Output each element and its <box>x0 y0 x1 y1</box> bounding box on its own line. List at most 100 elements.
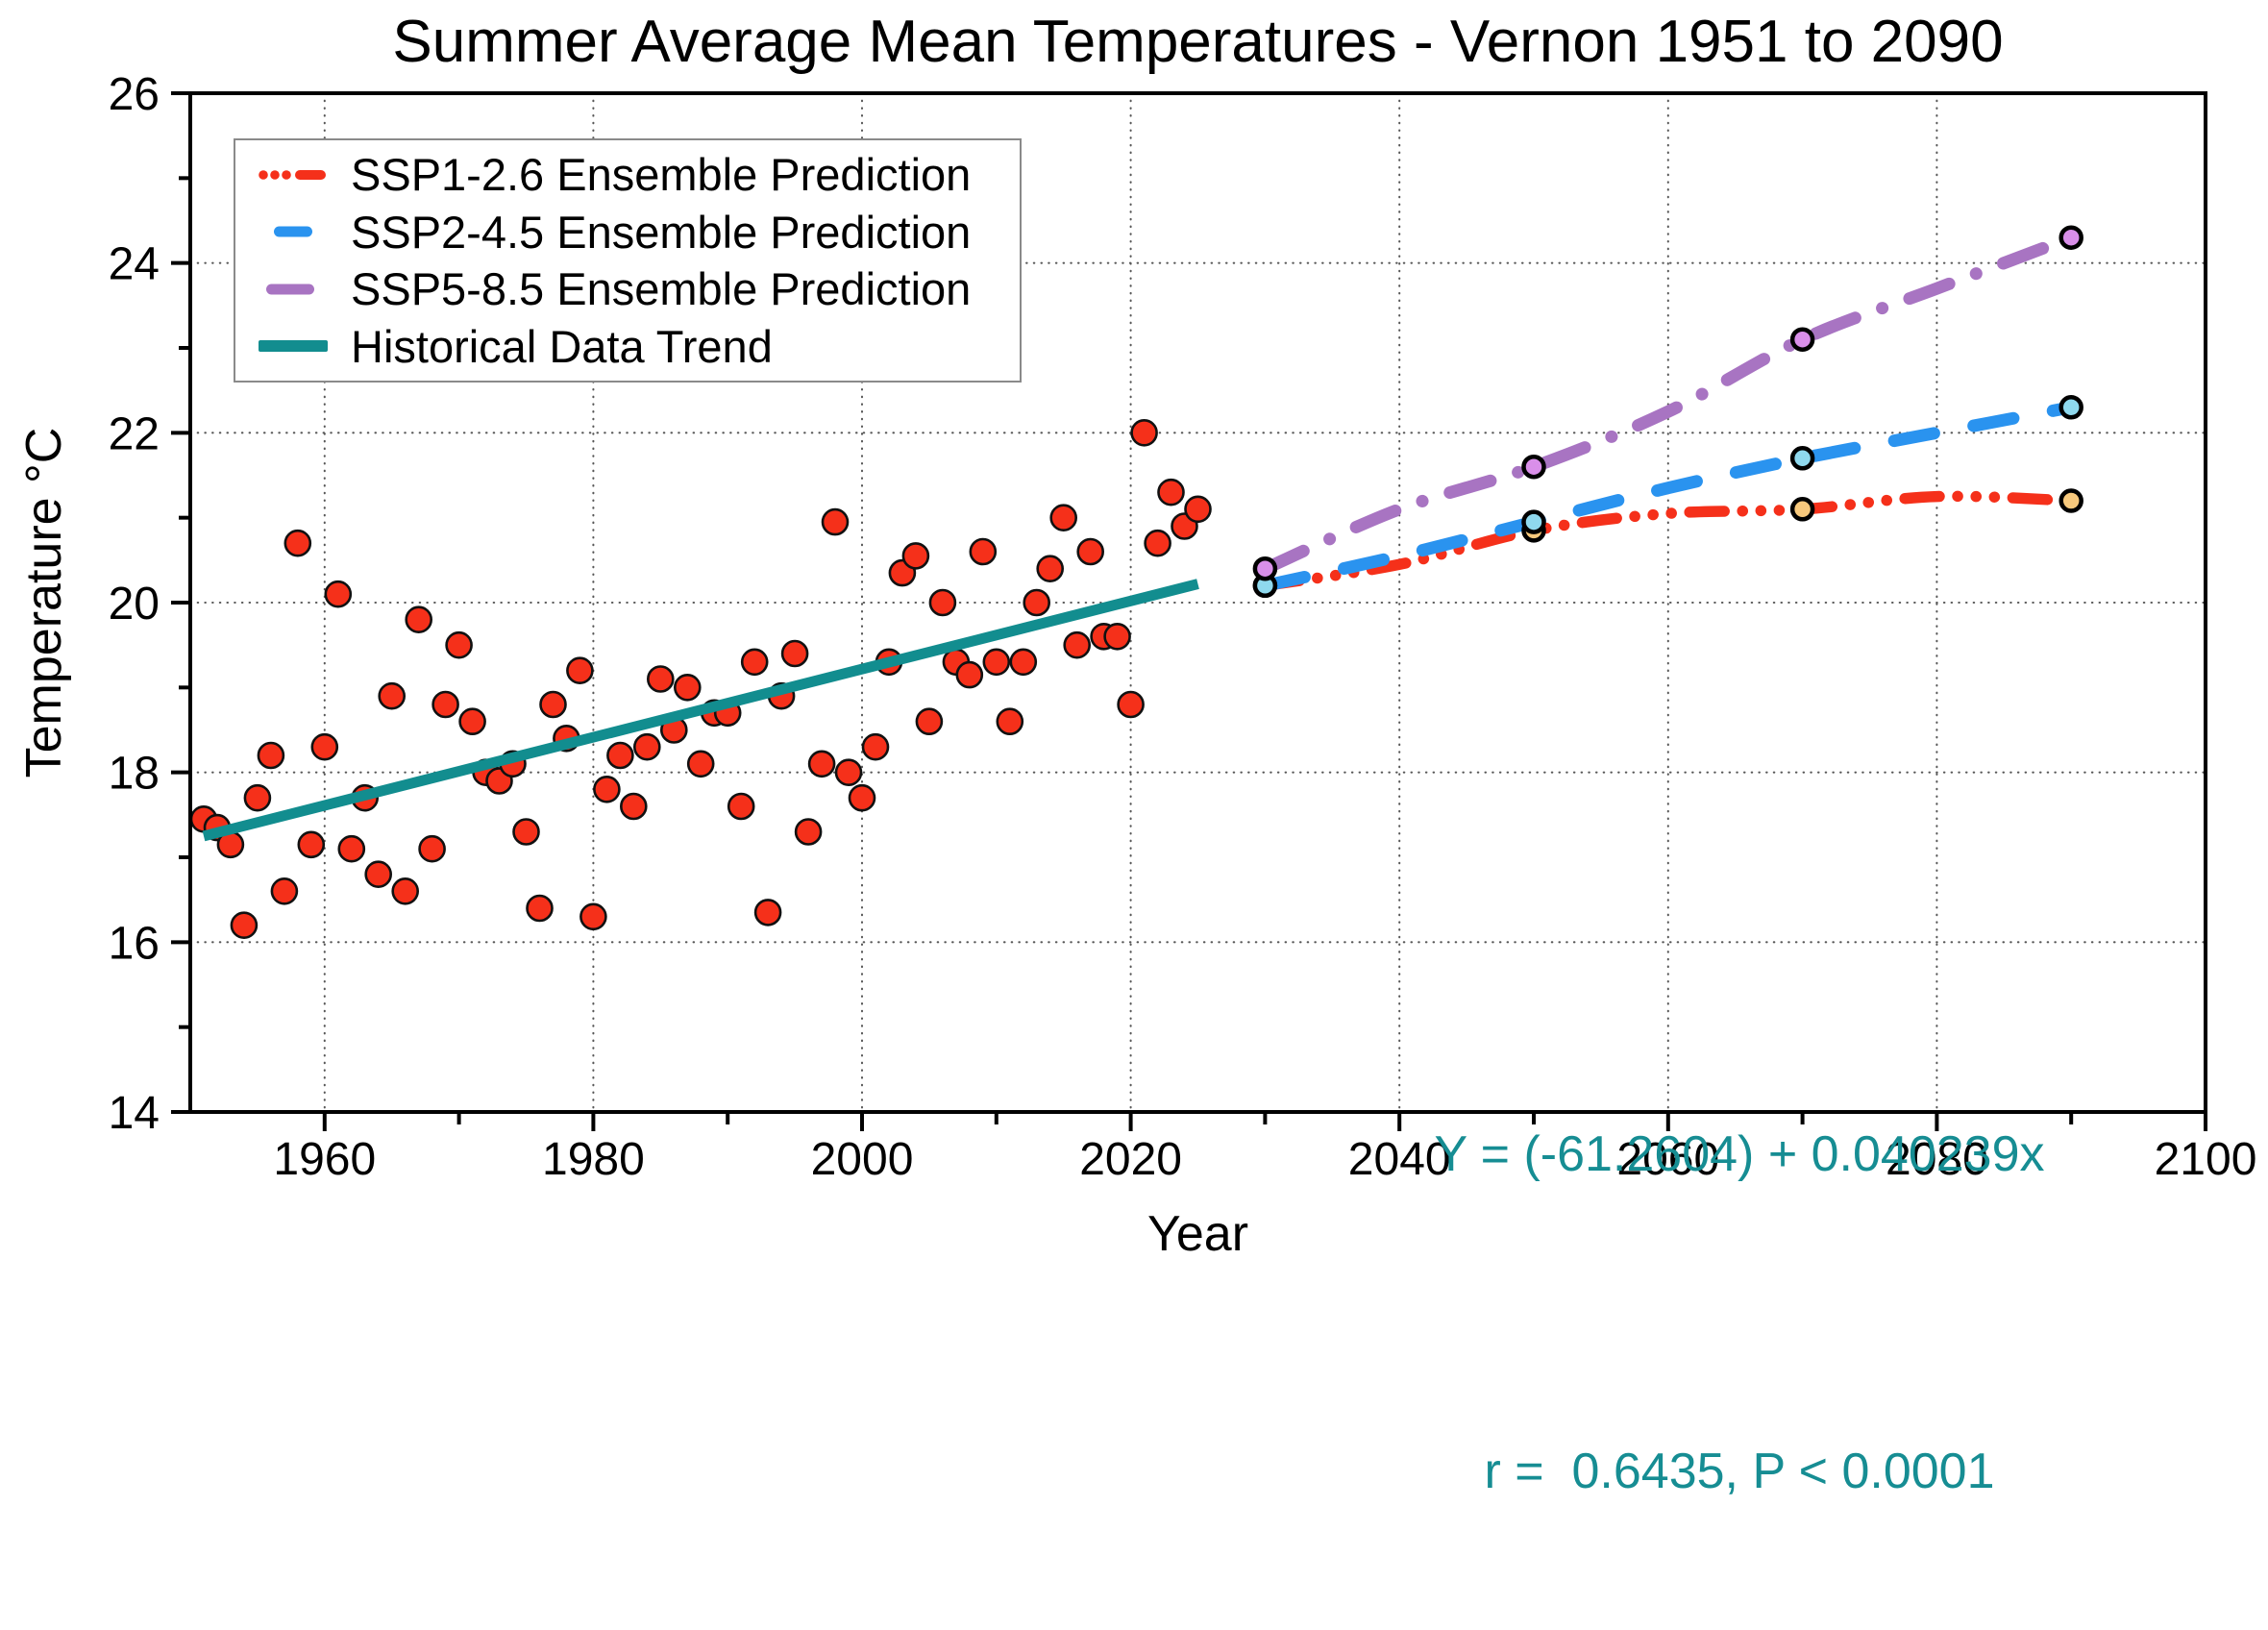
legend-item-label: Historical Data Trend <box>351 320 773 372</box>
scatter-point <box>566 656 594 685</box>
x-tick-label: 1980 <box>542 1134 645 1185</box>
x-tick-label: 2060 <box>1616 1134 1719 1185</box>
scatter-point <box>606 741 634 770</box>
y-axis-title: Temperature °C <box>16 427 72 778</box>
ssp1-markers <box>1252 488 2083 599</box>
plot-area: 1960 1980 2000 2020 2040 2060 2080 2100 14 16 18 20… <box>109 69 2257 1185</box>
scatter-point <box>257 741 285 770</box>
historical-scatter <box>189 418 1212 940</box>
scatter-point <box>243 783 272 812</box>
scatter-point <box>458 707 486 736</box>
scatter-point <box>337 834 366 863</box>
ssp1-line-sample-icon <box>259 169 326 180</box>
scatter-point <box>996 707 1024 736</box>
trend-annotation: Y = (-61.2604) + 0.040239x r = 0.6435, P… <box>1422 890 2057 1630</box>
scatter-point <box>727 792 755 821</box>
scatter-point <box>391 877 420 905</box>
x-tick-label: 2080 <box>1886 1134 1988 1185</box>
y-tick-label: 20 <box>109 579 160 630</box>
hist-line-sample-icon <box>259 340 328 353</box>
trend-equation: Y = (-61.2604) + 0.040239x <box>1434 1126 2045 1182</box>
scatter-point <box>310 732 339 761</box>
ssp1-marker <box>1789 497 1815 522</box>
scatter-point <box>405 605 433 634</box>
scatter-point <box>794 818 823 846</box>
scatter-point <box>861 732 890 761</box>
ssp2-line-sample-icon <box>274 226 312 237</box>
legend-sample-shape <box>259 170 268 180</box>
scatter-point <box>364 860 393 889</box>
scatter-point <box>821 507 850 536</box>
scatter-point <box>593 775 621 803</box>
scatter-point <box>1036 555 1064 583</box>
scatter-point <box>1076 537 1104 566</box>
scatter-point <box>619 792 648 821</box>
scatter-point <box>418 834 446 863</box>
scatter-point <box>1117 690 1145 719</box>
scatter-point <box>632 732 661 761</box>
scatter-point <box>526 894 554 923</box>
ssp5-marker <box>2058 225 2083 250</box>
x-tick-label: 1960 <box>273 1134 376 1185</box>
scatter-point <box>807 750 836 778</box>
axis-ticks <box>171 91 2207 1131</box>
x-tick-label: 2040 <box>1348 1134 1451 1185</box>
scatter-point <box>1009 648 1038 677</box>
scatter-point <box>324 580 353 608</box>
scatter-point <box>270 877 299 905</box>
scatter-point <box>284 529 312 557</box>
scatter-point <box>539 690 567 719</box>
ssp5-marker <box>1252 556 1278 581</box>
ssp5-line-sample-icon <box>266 284 314 295</box>
scatter-point <box>955 660 984 689</box>
scatter-point <box>1023 588 1050 617</box>
x-axis-title: Year <box>1146 1206 1249 1262</box>
scatter-point <box>1144 529 1171 557</box>
scatter-point <box>686 750 715 778</box>
ssp1-curve <box>1259 490 2077 592</box>
y-tick-label: 24 <box>109 239 160 290</box>
scatter-point <box>915 707 944 736</box>
ssp2-marker <box>1789 446 1815 471</box>
legend-sample-shape <box>274 226 312 237</box>
scatter-point <box>297 830 326 859</box>
ssp5-marker <box>1789 327 1815 352</box>
ssp1-marker <box>2058 488 2083 513</box>
y-tick-label: 22 <box>109 408 160 459</box>
scatter-point <box>1184 495 1212 524</box>
scatter-point <box>928 588 957 617</box>
scatter-point <box>646 665 675 693</box>
legend-sample-shape <box>259 340 328 353</box>
ssp2-curve <box>1258 401 2078 592</box>
scatter-point <box>1157 478 1185 506</box>
scatter-point <box>579 902 607 931</box>
scatter-point <box>1130 418 1158 447</box>
scatter-point <box>1103 622 1131 651</box>
legend-item-hist: Historical Data Trend <box>259 320 1020 373</box>
trend-line <box>202 579 1199 842</box>
legend-item-ssp2: SSP2-4.5 Ensemble Prediction <box>259 206 1020 259</box>
scatter-point <box>378 681 407 710</box>
x-tick-label: 2000 <box>811 1134 914 1185</box>
y-tick-label: 16 <box>109 918 160 969</box>
y-tick-label: 14 <box>109 1088 160 1139</box>
scatter-point <box>969 537 998 566</box>
y-tick-label: 18 <box>109 749 160 800</box>
scatter-point <box>740 648 769 677</box>
legend-item-ssp5: SSP5-8.5 Ensemble Prediction <box>259 262 1020 315</box>
axis-tick-labels: 1960 1980 2000 2020 2040 2060 2080 2100 14 16 18 20… <box>109 69 2257 1185</box>
scatter-point <box>982 648 1011 677</box>
y-tick-label: 26 <box>109 69 160 120</box>
scatter-point <box>834 758 863 787</box>
chart-title: Summer Average Mean Temperatures - Verno… <box>392 9 2004 75</box>
x-tick-label: 2020 <box>1079 1134 1182 1185</box>
legend-sample-shape <box>282 170 291 180</box>
scatter-point <box>431 690 459 719</box>
legend-sample-shape <box>270 170 280 180</box>
legend-sample-shape <box>266 284 314 295</box>
legend-item-label: SSP2-4.5 Ensemble Prediction <box>351 206 972 258</box>
ssp2-marker <box>2058 395 2083 420</box>
legend-item-ssp1: SSP1-2.6 Ensemble Prediction <box>259 148 1020 201</box>
scatter-point <box>901 542 930 570</box>
legend-item-label: SSP5-8.5 Ensemble Prediction <box>351 263 972 315</box>
